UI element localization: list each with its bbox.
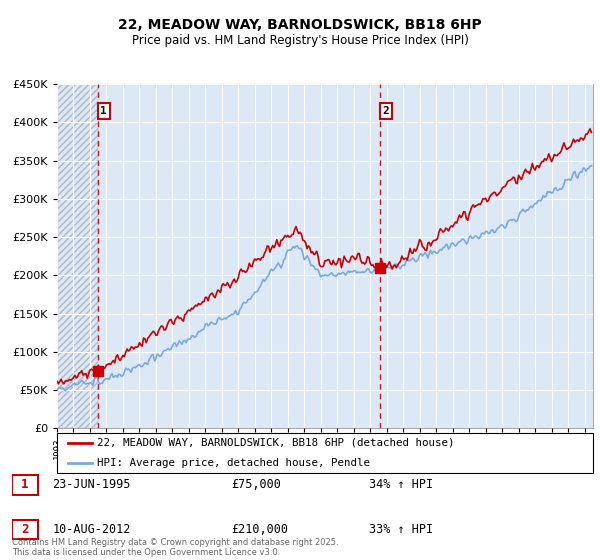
Text: 10-AUG-2012: 10-AUG-2012: [52, 523, 131, 536]
Text: £75,000: £75,000: [231, 478, 281, 492]
FancyBboxPatch shape: [57, 433, 593, 473]
Text: £210,000: £210,000: [231, 523, 288, 536]
Text: Contains HM Land Registry data © Crown copyright and database right 2025.
This d: Contains HM Land Registry data © Crown c…: [12, 538, 338, 557]
Text: 34% ↑ HPI: 34% ↑ HPI: [369, 478, 433, 492]
Text: HPI: Average price, detached house, Pendle: HPI: Average price, detached house, Pend…: [97, 458, 370, 468]
Text: 33% ↑ HPI: 33% ↑ HPI: [369, 523, 433, 536]
Text: 1: 1: [21, 478, 29, 492]
FancyBboxPatch shape: [12, 520, 38, 539]
Text: Price paid vs. HM Land Registry's House Price Index (HPI): Price paid vs. HM Land Registry's House …: [131, 34, 469, 47]
Text: 1: 1: [100, 106, 107, 116]
Text: 22, MEADOW WAY, BARNOLDSWICK, BB18 6HP: 22, MEADOW WAY, BARNOLDSWICK, BB18 6HP: [118, 18, 482, 32]
Text: 22, MEADOW WAY, BARNOLDSWICK, BB18 6HP (detached house): 22, MEADOW WAY, BARNOLDSWICK, BB18 6HP (…: [97, 438, 455, 448]
Text: 2: 2: [383, 106, 389, 116]
Text: 23-JUN-1995: 23-JUN-1995: [52, 478, 131, 492]
FancyBboxPatch shape: [12, 475, 38, 494]
Text: 2: 2: [21, 523, 29, 536]
